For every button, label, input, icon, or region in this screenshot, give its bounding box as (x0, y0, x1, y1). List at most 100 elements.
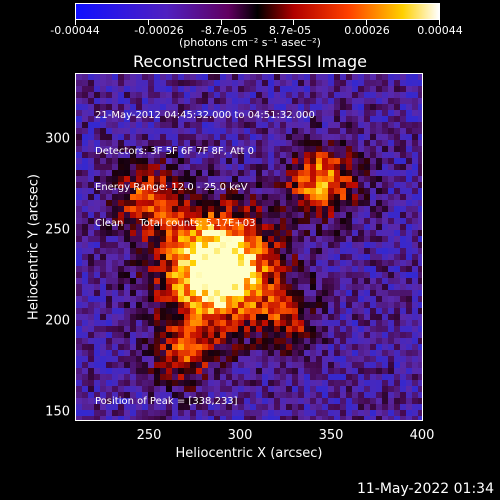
heatmap-cell (406, 326, 413, 333)
heatmap-cell (382, 338, 389, 345)
heatmap-cell (256, 386, 263, 393)
heatmap-cell (184, 344, 191, 351)
heatmap-cell (376, 308, 383, 315)
heatmap-cell (358, 284, 365, 291)
heatmap-cell (382, 302, 389, 309)
heatmap-cell (88, 254, 95, 261)
heatmap-cell (184, 146, 191, 153)
heatmap-cell (316, 236, 323, 243)
heatmap-cell (244, 194, 251, 201)
heatmap-cell (130, 398, 137, 405)
heatmap-cell (406, 350, 413, 357)
heatmap-cell (382, 368, 389, 375)
heatmap-cell (376, 290, 383, 297)
heatmap-cell (238, 284, 245, 291)
heatmap-cell (232, 356, 239, 363)
heatmap-cell (202, 146, 209, 153)
heatmap-cell (196, 386, 203, 393)
heatmap-cell (118, 416, 125, 420)
heatmap-cell (274, 362, 281, 369)
heatmap-cell (94, 170, 101, 177)
heatmap-cell (358, 164, 365, 171)
heatmap-cell (322, 356, 329, 363)
heatmap-cell (142, 200, 149, 207)
heatmap-cell (316, 248, 323, 255)
heatmap-cell (292, 410, 299, 417)
heatmap-cell (130, 284, 137, 291)
heatmap-cell (418, 248, 422, 255)
heatmap-cell (76, 182, 83, 189)
heatmap-cell (148, 200, 155, 207)
heatmap-cell (262, 284, 269, 291)
heatmap-cell (118, 314, 125, 321)
heatmap-cell (298, 350, 305, 357)
heatmap-cell (88, 218, 95, 225)
heatmap-cell (388, 380, 395, 387)
heatmap-cell (130, 74, 137, 81)
heatmap-cell (322, 218, 329, 225)
heatmap-cell (364, 242, 371, 249)
heatmap-cell (160, 86, 167, 93)
heatmap-cell (220, 122, 227, 129)
heatmap-cell (334, 260, 341, 267)
heatmap-cell (172, 302, 179, 309)
heatmap-cell (358, 98, 365, 105)
heatmap-cell (130, 332, 137, 339)
heatmap-cell (118, 332, 125, 339)
heatmap-cell (220, 410, 227, 417)
heatmap-cell (142, 74, 149, 81)
heatmap-cell (196, 86, 203, 93)
heatmap-cell (364, 284, 371, 291)
heatmap-cell (256, 290, 263, 297)
heatmap-cell (382, 398, 389, 405)
colorbar-label: -0.00026 (134, 24, 184, 37)
heatmap-cell (76, 284, 83, 291)
heatmap-cell (88, 74, 95, 81)
heatmap-cell (406, 86, 413, 93)
heatmap-cell (118, 134, 125, 141)
heatmap-cell (322, 386, 329, 393)
heatmap-cell (292, 362, 299, 369)
heatmap-cell (238, 248, 245, 255)
heatmap-cell (136, 230, 143, 237)
heatmap-cell (160, 404, 167, 411)
heatmap-cell (412, 140, 419, 147)
heatmap-cell (112, 350, 119, 357)
heatmap-cell (322, 410, 329, 417)
heatmap-cell (370, 116, 377, 123)
heatmap-cell (226, 320, 233, 327)
heatmap-cell (214, 338, 221, 345)
heatmap-cell (292, 242, 299, 249)
heatmap-cell (262, 140, 269, 147)
heatmap-cell (124, 224, 131, 231)
heatmap-cell (130, 188, 137, 195)
heatmap-cell (280, 278, 287, 285)
heatmap-cell (88, 116, 95, 123)
heatmap-cell (406, 248, 413, 255)
heatmap-cell (340, 326, 347, 333)
heatmap-cell (106, 176, 113, 183)
heatmap-cell (328, 176, 335, 183)
heatmap-cell (304, 362, 311, 369)
heatmap-cell (310, 230, 317, 237)
heatmap-cell (232, 188, 239, 195)
heatmap-cell (124, 356, 131, 363)
heatmap-cell (256, 194, 263, 201)
heatmap-cell (262, 254, 269, 261)
heatmap-cell (226, 80, 233, 87)
heatmap-cell (376, 188, 383, 195)
heatmap-cell (418, 320, 422, 327)
heatmap-cell (388, 404, 395, 411)
heatmap-cell (172, 212, 179, 219)
heatmap-cell (94, 158, 101, 165)
heatmap-cell (250, 320, 257, 327)
heatmap-cell (244, 380, 251, 387)
heatmap-cell (142, 152, 149, 159)
heatmap-cell (298, 128, 305, 135)
heatmap-cell (286, 236, 293, 243)
heatmap-cell (82, 242, 89, 249)
heatmap-cell (178, 266, 185, 273)
heatmap-cell (88, 110, 95, 117)
heatmap-cell (244, 80, 251, 87)
heatmap-cell (274, 188, 281, 195)
